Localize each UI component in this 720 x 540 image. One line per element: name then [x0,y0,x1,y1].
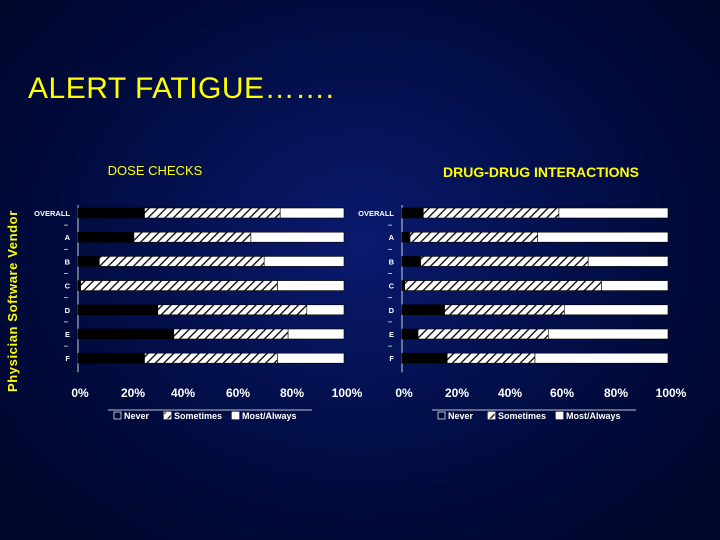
bar-never-a [77,231,135,243]
legend-label: Never [448,411,474,421]
bar-most-always-d [306,304,345,316]
x-tick-label: 60% [550,386,574,400]
bar-never-d [77,304,159,316]
x-tick-label: 40% [171,386,195,400]
bar-sometimes-d [444,304,565,316]
bar-never-d [401,304,445,316]
chart-drug-drug-interactions: DRUG-DRUG INTERACTIONS OVERALL A B C D E F 0% 20%… [358,164,687,421]
category-label: D [65,306,71,315]
chart-title: DOSE CHECKS [108,163,203,178]
legend-label: Never [124,411,150,421]
bar-sometimes-overall [144,207,281,219]
category-label: C [389,282,395,291]
bar-most-always-b [587,256,669,267]
bar-most-always-overall [279,207,345,219]
bar-sometimes-e [417,328,549,340]
x-tick-label: 0% [71,386,89,400]
bar-never-e [77,328,175,340]
legend-swatch-most-always [555,411,564,420]
bar-most-always-a [250,231,345,243]
legend-swatch-most-always [231,411,240,420]
x-tick-label: 100% [332,386,363,400]
category-label: D [389,306,395,315]
bar-most-always-d [563,304,669,316]
bar-sometimes-b [420,256,589,267]
legend-label: Most/Always [566,411,621,421]
legend-label: Most/Always [242,411,297,421]
legend-label: Sometimes [174,411,222,421]
x-tick-label: 20% [121,386,145,400]
category-label: F [65,354,70,363]
x-tick-label: 80% [280,386,304,400]
bar-sometimes-e [173,328,289,340]
bar-most-always-overall [558,207,669,219]
bar-sometimes-overall [422,207,560,219]
bar-sometimes-f [446,352,536,364]
bar-never-a [401,231,411,243]
x-tick-label: 0% [395,386,413,400]
category-label: E [389,330,394,339]
category-label: B [389,257,395,266]
category-label: OVERALL [358,209,394,218]
bar-most-always-a [537,231,669,243]
bar-most-always-b [263,256,345,267]
x-tick-label: 20% [445,386,469,400]
category-label: C [65,282,71,291]
bar-never-c [77,280,82,291]
bar-sometimes-c [404,280,602,291]
bar-never-e [401,328,419,340]
bar-never-b [401,256,421,267]
bar-never-f [401,352,448,364]
bar-never-f [77,352,145,364]
legend-label: Sometimes [498,411,546,421]
bar-never-c [401,280,406,291]
category-label: A [389,233,395,242]
bar-sometimes-d [157,304,308,316]
legend-swatch-never [437,411,446,420]
category-label: F [389,354,394,363]
bar-sometimes-a [409,231,538,243]
bar-most-always-c [277,280,345,291]
slide-title: ALERT FATIGUE……. [28,72,335,105]
legend-swatch-sometimes [487,411,496,420]
x-tick-label: 40% [498,386,522,400]
bar-never-b [77,256,100,267]
legend-swatch-sometimes [163,411,172,420]
bar-most-always-e [287,328,345,340]
x-tick-label: 80% [604,386,628,400]
bar-sometimes-a [133,231,252,243]
bar-sometimes-c [80,280,278,291]
x-tick-label: 100% [656,386,687,400]
bar-never-overall [401,207,424,219]
chart-dose-checks: DOSE CHECKS OVERALL A B C D E F 0% 20% 40% 60% 80% 10… [34,163,363,421]
bar-sometimes-b [99,256,265,267]
chart-title: DRUG-DRUG INTERACTIONS [443,164,639,180]
x-tick-label: 60% [226,386,250,400]
legend-swatch-never [113,411,122,420]
bar-most-always-f [534,352,669,364]
bar-most-always-f [277,352,345,364]
category-label: OVERALL [34,209,70,218]
category-label: A [65,233,71,242]
bar-never-overall [77,207,145,219]
category-label: E [65,330,70,339]
bar-most-always-e [547,328,669,340]
bar-most-always-c [601,280,669,291]
bar-sometimes-f [144,352,278,364]
category-label: B [65,257,71,266]
